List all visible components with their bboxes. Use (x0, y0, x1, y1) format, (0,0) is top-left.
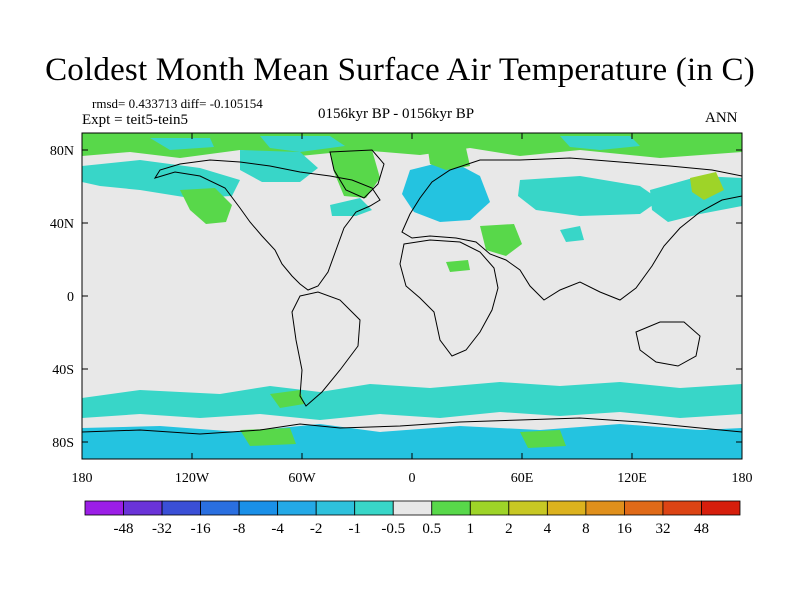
kamchatka-warm-area (690, 172, 724, 200)
colorbar-swatch (624, 500, 664, 516)
arctic-cool-patch (150, 138, 214, 150)
coastline-africa (399, 239, 499, 357)
colorbar-label: -2 (310, 521, 323, 537)
alaska-cool-area (82, 160, 240, 198)
lon-label-180-left: 180 (72, 471, 93, 486)
colorbar-label: 16 (617, 521, 633, 537)
axis-ticks (81, 133, 743, 459)
lat-label-80S: 80S (52, 436, 74, 451)
colorbar-label: -0.5 (381, 521, 405, 537)
colorbar-swatch (123, 500, 163, 516)
siberia-cool-area (518, 176, 660, 216)
colorbar-swatch (200, 500, 240, 516)
colorbar-label: 4 (544, 521, 552, 537)
antarctic-warm-patch (520, 430, 566, 448)
experiment-label: Expt = teit5-tein5 (82, 112, 188, 128)
colorbar-label: 2 (505, 521, 513, 537)
lon-label-180-right: 180 (732, 471, 753, 486)
arctic-cool-patch (560, 136, 640, 150)
scandinavia-warm-area (428, 148, 470, 170)
map-field (82, 133, 742, 459)
canada-warm-area (180, 188, 232, 224)
canada-cool-area (240, 150, 318, 182)
colorbar-swatch (392, 500, 433, 516)
rmsd-diff-text: rmsd= 0.433713 diff= -0.105154 (92, 96, 263, 111)
colorbar-swatch (354, 500, 394, 516)
season-label: ANN (705, 110, 738, 126)
coastline-eurasia (401, 157, 742, 301)
colorbar-swatch (546, 500, 587, 516)
coastline-greenland (329, 149, 385, 199)
southern-ocean-warm-spot (270, 390, 304, 408)
colorbar-label: -4 (271, 521, 284, 537)
lat-label-40N: 40N (50, 217, 74, 232)
colorbar-swatch (585, 500, 625, 516)
arabia-warm-area (480, 224, 522, 256)
coastline-australia (635, 321, 701, 367)
atlantic-cool-area (330, 198, 372, 216)
lat-label-40S: 40S (52, 363, 74, 378)
southern-ocean-cool-band (82, 382, 742, 420)
colorbar-label: 8 (582, 521, 590, 537)
colorbar-label: -16 (191, 521, 211, 537)
lon-label-120E: 120E (617, 471, 647, 486)
colorbar-label: -8 (233, 521, 246, 537)
colorbar-swatch (469, 500, 510, 516)
colorbar-label: -48 (114, 521, 134, 537)
antarctic-warm-patch (240, 428, 296, 446)
colorbar-swatch (84, 500, 124, 516)
colorbar-label: 32 (655, 521, 670, 537)
colorbar-swatch (662, 500, 702, 516)
lon-label-0: 0 (409, 471, 416, 486)
europe-cool-area (402, 160, 490, 222)
colorbar-swatch (161, 500, 201, 516)
sahara-warm-spot (446, 260, 470, 272)
colorbar-label: 0.5 (422, 521, 441, 537)
china-cool-spot (560, 226, 584, 242)
colorbar-swatch (238, 500, 279, 516)
colorbar-swatch (431, 500, 471, 516)
lat-label-80N: 80N (50, 144, 74, 159)
colorbar-label: -1 (348, 521, 361, 537)
coastline-north-america (153, 159, 381, 291)
lon-label-120W: 120W (175, 471, 210, 486)
chart-title: Coldest Month Mean Surface Air Temperatu… (45, 52, 755, 88)
coastline-south-america (291, 291, 361, 407)
coastline-antarctica (82, 417, 742, 435)
colorbar-swatch (508, 500, 548, 516)
colorbar-label: 48 (694, 521, 709, 537)
period-label: 0156kyr BP - 0156kyr BP (318, 106, 475, 122)
colorbar-swatch (701, 500, 741, 516)
colorbar-label: 1 (467, 521, 475, 537)
lon-label-60E: 60E (511, 471, 534, 486)
lon-label-60W: 60W (288, 471, 316, 486)
colorbar: -48 -32 -16 -8 -4 -2 -1 -0.5 0.5 1 2 4 8 16 32 48 (84, 500, 741, 537)
lat-label-0: 0 (67, 290, 74, 305)
colorbar-swatch (277, 500, 317, 516)
coastlines (82, 149, 742, 435)
colorbar-label: -32 (152, 521, 172, 537)
colorbar-swatch (315, 500, 356, 516)
arctic-cool-patch (260, 136, 345, 152)
